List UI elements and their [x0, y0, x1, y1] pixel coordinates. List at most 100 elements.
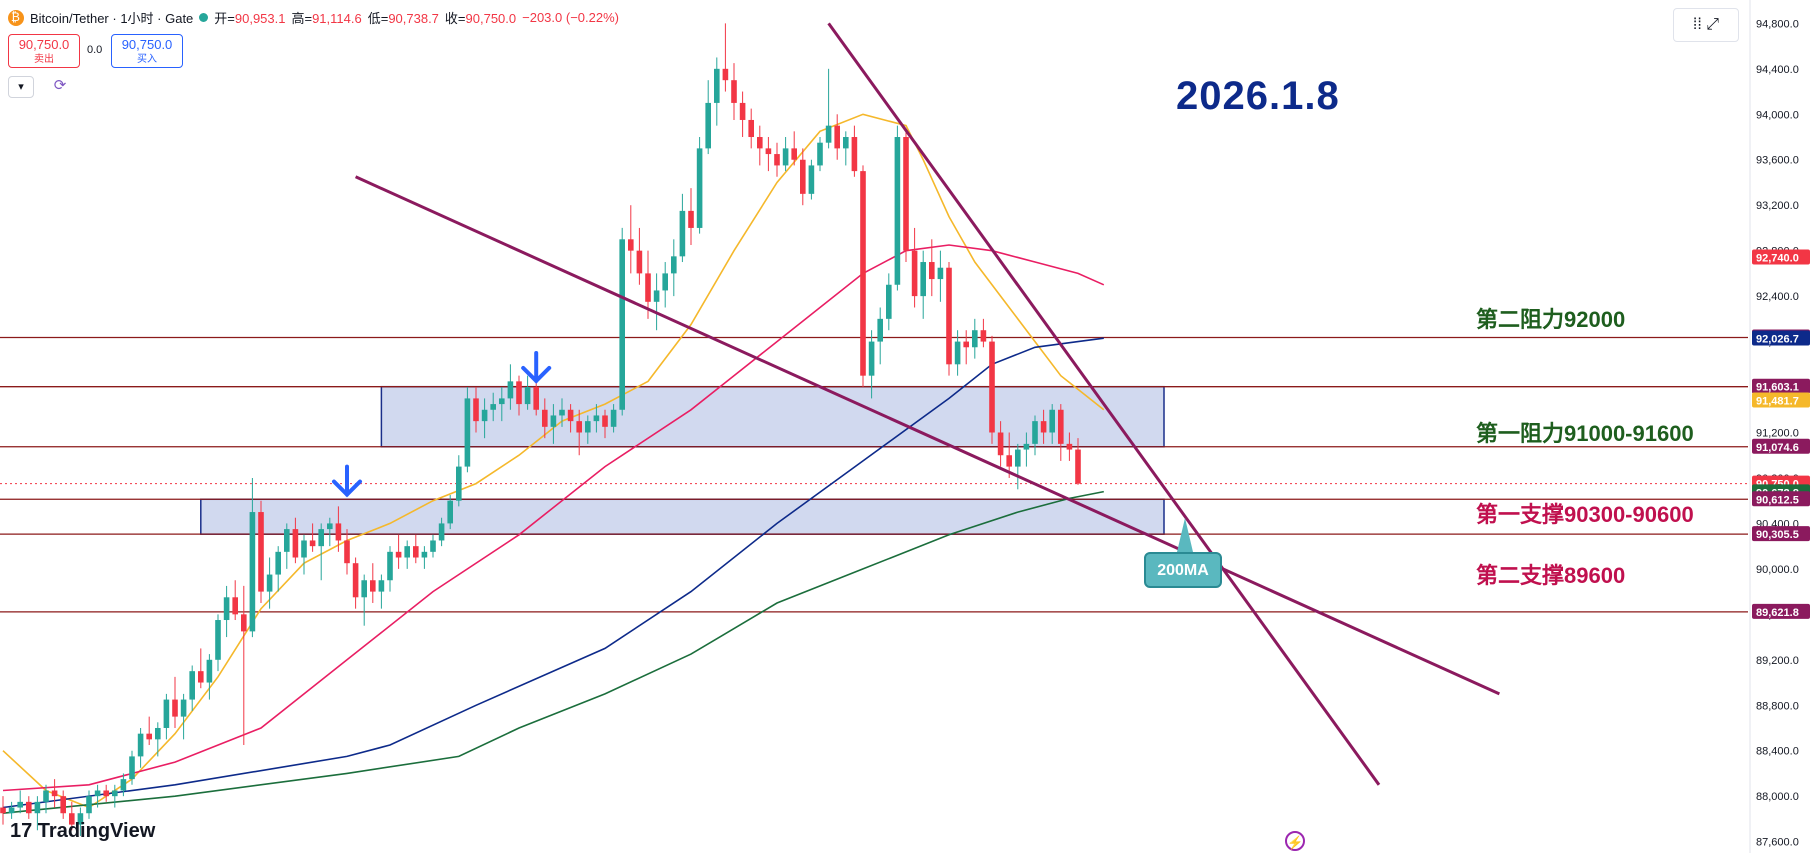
chart-title: 2026.1.8: [1176, 74, 1340, 118]
candle-body: [671, 256, 677, 274]
spread-value: 0.0: [87, 44, 103, 56]
candle-body: [120, 779, 127, 791]
candle-body: [868, 341, 875, 376]
lightning-icon[interactable]: ⚡: [1285, 831, 1305, 851]
price-badge-label: 89,621.8: [1756, 607, 1799, 619]
symbol-title[interactable]: Bitcoin/Tether · 1小时 · Gate: [30, 11, 194, 26]
low-label: 低=: [367, 11, 389, 26]
candle-body: [1015, 449, 1021, 467]
price-badge: [1752, 491, 1810, 507]
candle-body: [894, 137, 901, 285]
candle-body: [688, 210, 694, 228]
candle-body: [8, 807, 15, 814]
candle-body: [516, 381, 522, 405]
candle-body: [610, 409, 617, 427]
candle-body: [215, 620, 221, 660]
price-badge-label: 90,612.5: [1756, 494, 1799, 506]
candle-body: [275, 551, 281, 575]
candle-body: [860, 171, 866, 376]
candle-body: [963, 341, 969, 348]
price-tick-label: 89,200.0: [1756, 655, 1799, 667]
price-badge-label: 92,740.0: [1756, 252, 1799, 264]
price-tick-label: 88,400.0: [1756, 746, 1799, 758]
refresh-icon[interactable]: ⟳: [53, 77, 67, 94]
candle-body: [997, 432, 1004, 456]
candle-body: [593, 415, 600, 422]
price-badge-label: 92,026.7: [1756, 334, 1799, 346]
price-tick-label: 94,400.0: [1756, 64, 1799, 76]
buy-label: 买入: [137, 54, 157, 65]
candle-body: [886, 284, 892, 319]
candle-body: [361, 580, 367, 598]
resistance-2-label: 第二阻力92000: [1476, 307, 1626, 332]
candle-body: [808, 165, 815, 194]
candle-body: [800, 159, 806, 194]
support-1-label: 第一支撑90300-90600: [1476, 502, 1694, 527]
candle-body: [438, 523, 445, 541]
candle-body: [69, 813, 75, 825]
candle-body: [155, 727, 161, 740]
buy-price: 90,750.0: [121, 37, 173, 52]
candle-body: [567, 409, 574, 422]
price-tick-label: 93,600.0: [1756, 155, 1799, 167]
price-badge: [1752, 392, 1810, 408]
candle-body: [533, 387, 539, 410]
candle-body: [834, 125, 840, 149]
chevron-down-icon[interactable]: ▾: [8, 76, 34, 98]
candle-body: [911, 250, 918, 297]
candle-body: [825, 125, 832, 143]
candle-body: [103, 790, 109, 797]
candle-body: [387, 551, 393, 581]
price-tick-label: 93,200.0: [1756, 200, 1799, 212]
candle-body: [94, 790, 101, 797]
candle-body: [791, 148, 797, 160]
candle-body: [722, 68, 729, 81]
candle-body: [258, 512, 264, 592]
candle-body: [473, 398, 479, 422]
price-badge: [1752, 603, 1810, 619]
candle-body: [430, 540, 436, 552]
drawing-tools-icon[interactable]: ⁞⁞ ⤢: [1673, 8, 1739, 42]
candle-body: [757, 137, 763, 149]
candle-body: [77, 813, 84, 825]
support-2-label: 第二支撑89600: [1476, 563, 1626, 588]
candle-body: [163, 699, 170, 728]
price-badge: [1752, 526, 1810, 542]
sell-label: 卖出: [34, 54, 54, 65]
candle-body: [60, 796, 66, 814]
candle-body: [679, 210, 686, 257]
price-badge: [1752, 438, 1810, 454]
candle-body: [1058, 409, 1064, 444]
candle-body: [421, 551, 428, 558]
price-tick-label: 87,600.0: [1756, 837, 1799, 849]
price-tick-label: 94,000.0: [1756, 109, 1799, 121]
candle-body: [972, 330, 978, 348]
zone-box-1: [200, 498, 1165, 535]
candle-body: [989, 341, 995, 433]
candle-body: [576, 421, 582, 433]
price-badge: [1752, 330, 1810, 346]
high-label: 高=: [291, 11, 313, 26]
candle-body: [284, 529, 290, 552]
resistance-1-label: 第一阻力91000-91600: [1476, 421, 1694, 446]
candle-body: [327, 523, 333, 530]
down-arrow-1: [332, 464, 362, 498]
close-label: 收=: [444, 11, 466, 26]
candle-body: [507, 381, 514, 399]
candle-body: [585, 421, 591, 433]
candle-body: [206, 659, 213, 683]
ma-200-line: [2, 490, 1104, 814]
ma200-callout: 200MA: [1144, 552, 1222, 588]
candle-body: [645, 273, 651, 302]
candle-body: [628, 239, 634, 251]
buy-button[interactable]: 90,750.0 买入: [111, 34, 183, 68]
change-value: −203.0 (−0.22%): [522, 10, 619, 25]
close-value: 90,750.0: [465, 11, 517, 26]
candle-body: [877, 318, 883, 342]
candle-body: [1066, 443, 1073, 450]
tradingview-logo[interactable]: 17 TradingView: [10, 820, 156, 842]
candle-body: [739, 102, 746, 120]
price-badge: [1752, 378, 1810, 394]
sell-button[interactable]: 90,750.0 卖出: [8, 34, 80, 68]
